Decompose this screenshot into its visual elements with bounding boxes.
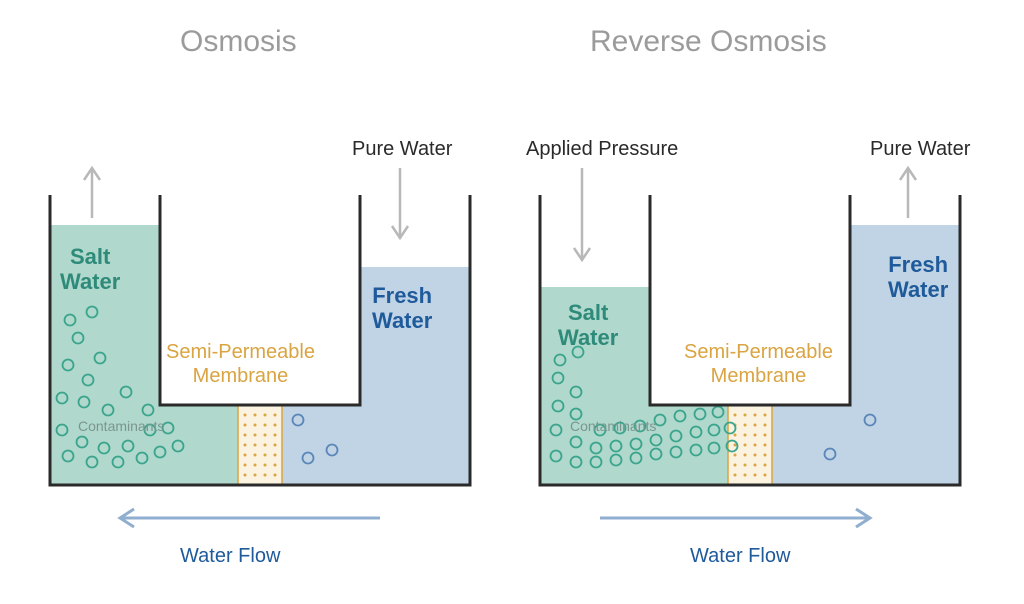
osmosis-title: Osmosis bbox=[180, 25, 297, 59]
right-fresh-water-label: FreshWater bbox=[888, 252, 948, 303]
left-pure-water-label: Pure Water bbox=[352, 138, 452, 161]
left-contaminants-label: Contaminants bbox=[78, 418, 164, 434]
right-salt-water-label: SaltWater bbox=[558, 300, 618, 351]
reverse-osmosis-title: Reverse Osmosis bbox=[590, 25, 827, 59]
right-membrane-label: Semi-PermeableMembrane bbox=[684, 340, 833, 388]
right-contaminants-label: Contaminants bbox=[570, 418, 656, 434]
left-water-flow-label: Water Flow bbox=[180, 545, 280, 568]
diagram-svg bbox=[0, 0, 1024, 604]
left-salt-water-label: SaltWater bbox=[60, 244, 120, 295]
right-applied-pressure-label: Applied Pressure bbox=[526, 138, 678, 161]
right-pure-water-label: Pure Water bbox=[870, 138, 970, 161]
left-membrane-label: Semi-PermeableMembrane bbox=[166, 340, 315, 388]
left-fresh-water-label: FreshWater bbox=[372, 283, 432, 334]
right-water-flow-label: Water Flow bbox=[690, 545, 790, 568]
diagram-stage: { "canvas": { "width": 1024, "height": 6… bbox=[0, 0, 1024, 604]
